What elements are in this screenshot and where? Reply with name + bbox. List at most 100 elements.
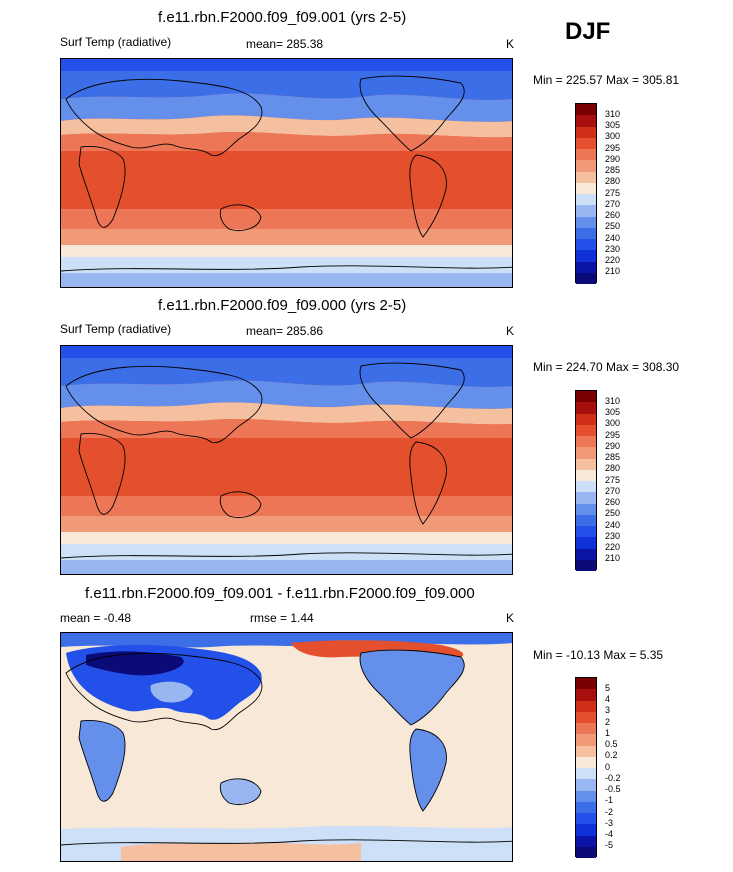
- antarctic-band: [61, 273, 512, 287]
- eurasia-outline: [65, 652, 263, 731]
- season-label: DJF: [565, 18, 611, 45]
- panel-1-minmax: Min = 225.57 Max = 305.81: [533, 73, 680, 87]
- panel-2-map-svg: [61, 346, 512, 574]
- panel-3-minmax: Min = -10.13 Max = 5.35: [533, 648, 664, 662]
- cbar-2-swatch: [576, 503, 596, 515]
- cbar-2-swatch: [576, 526, 596, 538]
- cbar-3-swatch: [576, 745, 596, 757]
- panel-1-mean-label: mean= 285.38: [246, 37, 324, 51]
- antarctica-outline: [61, 839, 512, 846]
- nh-cool-band: [61, 93, 512, 122]
- subtropic-band: [61, 419, 512, 438]
- cbar-2-swatch: [576, 469, 596, 481]
- cbar-tick-label: -1: [605, 795, 614, 806]
- cbar-1-swatch: [576, 149, 596, 161]
- cbar-1-swatch: [576, 115, 596, 127]
- panel-3-units: K: [506, 611, 515, 625]
- equatorial-band: [61, 151, 512, 211]
- australia-outline: [219, 491, 262, 518]
- panel-3-mean-label: mean = -0.48: [60, 611, 132, 625]
- sh-warm-band: [61, 209, 512, 229]
- cbar-tick-label: -0.5: [605, 784, 621, 794]
- africa-diff: [79, 720, 126, 802]
- arctic-band: [61, 59, 512, 71]
- cbar-tick-label: 210: [605, 266, 621, 277]
- panel-3-colorbar: [575, 677, 597, 858]
- cbar-3-swatch: [576, 756, 596, 768]
- cbar-tick-label: 0.2: [605, 750, 618, 761]
- cbar-tick-label: -5: [605, 840, 614, 851]
- cbar-tick-label: 305: [605, 120, 621, 130]
- south-america-outline: [409, 441, 447, 525]
- nh-mild-band: [61, 402, 512, 425]
- cbar-1-swatch: [576, 194, 596, 206]
- cbar-1-swatch: [576, 171, 596, 183]
- north-america-outline: [359, 75, 465, 152]
- cbar-tick-label: 275: [605, 474, 621, 485]
- panel-2-variable-label: Surf Temp (radiative): [60, 322, 172, 336]
- panel-1-variable-label: Surf Temp (radiative): [60, 35, 172, 49]
- cbar-tick-label: -0.2: [605, 772, 621, 783]
- panel-3-title: f.e11.rbn.F2000.f09_f09.001 - f.e11.rbn.…: [85, 585, 475, 602]
- equatorial-band: [61, 438, 512, 498]
- cbar-1-swatch: [576, 205, 596, 217]
- africa-outline: [78, 146, 126, 228]
- australia-outline: [219, 204, 262, 231]
- cbar-tick-label: 240: [605, 519, 621, 530]
- africa-outline: [78, 433, 126, 515]
- cbar-3-swatch: [576, 824, 596, 836]
- cbar-1-swatch: [576, 250, 596, 262]
- cbar-2-swatch: [576, 436, 596, 448]
- antarctica-outline: [61, 265, 512, 272]
- panel-1-colorbar: [575, 103, 597, 284]
- coastlines: [61, 362, 512, 559]
- cbar-1-swatch: [576, 182, 596, 194]
- cbar-2-swatch: [576, 514, 596, 526]
- cbar-tick-label: 295: [605, 429, 621, 440]
- nh-cool-band: [61, 380, 512, 409]
- panel-3-map: [60, 632, 513, 862]
- cbar-tick-label: 260: [605, 497, 621, 507]
- sh-mild-band: [61, 229, 512, 245]
- antarctica-outline: [61, 552, 512, 559]
- cbar-2-swatch: [576, 537, 596, 549]
- cbar-tick-label: 280: [605, 176, 621, 187]
- arctic-diff: [61, 633, 512, 648]
- cbar-tick-label: 5: [605, 682, 611, 693]
- cbar-tick-label: 3: [605, 705, 611, 716]
- cbar-3-swatch: [576, 779, 596, 791]
- panel-2-units: K: [506, 324, 515, 338]
- cbar-3-swatch: [576, 711, 596, 723]
- cbar-3-swatch: [576, 678, 596, 690]
- cbar-1-swatch: [576, 216, 596, 228]
- panel-1-units: K: [506, 37, 515, 51]
- panel-2-minmax: Min = 224.70 Max = 308.30: [533, 360, 680, 374]
- sh-cool-band: [61, 532, 512, 544]
- nh-mild-band: [61, 115, 512, 138]
- cbar-tick-label: 275: [605, 187, 621, 198]
- cbar-tick-label: 4: [605, 694, 611, 704]
- cbar-2-swatch: [576, 492, 596, 504]
- cbar-tick-label: 220: [605, 542, 621, 552]
- siberia-strong-cold: [86, 651, 184, 676]
- cbar-2-swatch: [576, 458, 596, 470]
- arctic-band: [61, 346, 512, 358]
- south-america-outline: [409, 728, 447, 812]
- cbar-tick-label: 305: [605, 407, 621, 417]
- coastlines: [61, 649, 512, 846]
- cbar-tick-label: 250: [605, 221, 621, 232]
- panel-1-map-svg: [61, 59, 512, 287]
- cbar-tick-label: 240: [605, 232, 621, 243]
- sh-cool-band: [61, 245, 512, 257]
- cbar-tick-label: 270: [605, 485, 621, 496]
- cbar-tick-label: 300: [605, 418, 621, 429]
- cbar-3-swatch: [576, 723, 596, 735]
- north-america-diff: [360, 650, 465, 725]
- cbar-tick-label: -2: [605, 806, 614, 817]
- cbar-tick-label: 285: [605, 452, 621, 462]
- south-america-diff: [409, 729, 447, 811]
- cbar-tick-label: 295: [605, 142, 621, 153]
- cbar-tick-label: 310: [605, 108, 621, 119]
- cbar-3-swatch: [576, 689, 596, 701]
- cbar-3-swatch: [576, 768, 596, 780]
